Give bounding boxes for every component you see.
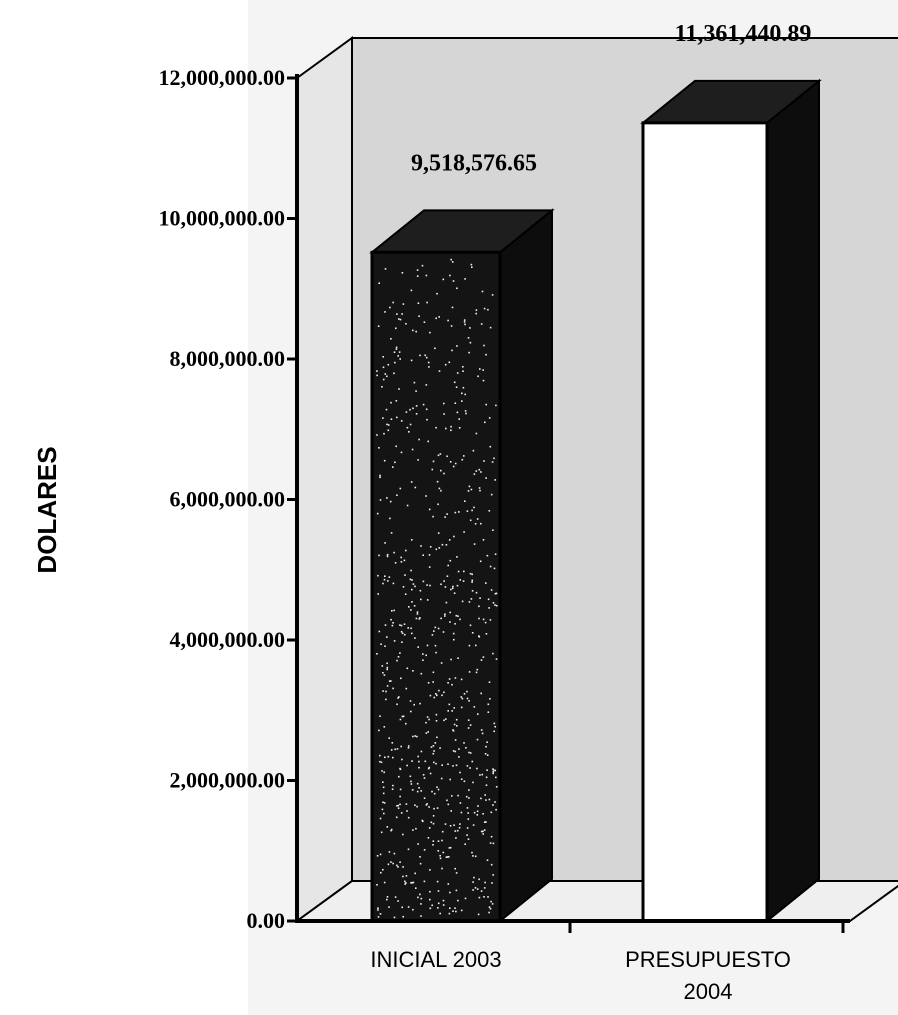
y-tick-label: 2,000,000.00 (170, 768, 286, 793)
category-label-2: PRESUPUESTO (625, 947, 791, 972)
bar-side-face (766, 78, 820, 924)
bar-front-face (370, 250, 502, 923)
bar-texture (376, 258, 498, 919)
bar-2 (640, 78, 822, 924)
y-tick-label: 12,000,000.00 (159, 65, 286, 90)
value-label-1: 9,518,576.65 (411, 150, 537, 176)
side-wall (296, 36, 353, 923)
labels: 9,518,576.65 11,361,440.89 0.00 2,000,000.0… (159, 21, 812, 1004)
axes (287, 74, 850, 933)
y-axis-title: DOLARES (32, 446, 62, 573)
bar-side-face (499, 208, 553, 924)
category-label-2: 2004 (684, 979, 733, 1004)
category-label-1: INICIAL 2003 (370, 947, 501, 972)
value-label-2: 11,361,440.89 (675, 21, 812, 47)
y-tick-label: 10,000,000.00 (159, 206, 286, 231)
y-tick-label: 6,000,000.00 (170, 487, 286, 512)
bar-front-face (641, 121, 769, 923)
bars (369, 78, 822, 924)
y-tick-label: 0.00 (247, 908, 286, 933)
bar-1 (369, 208, 555, 924)
y-tick-label: 8,000,000.00 (170, 346, 286, 371)
y-tick-label: 4,000,000.00 (170, 627, 286, 652)
